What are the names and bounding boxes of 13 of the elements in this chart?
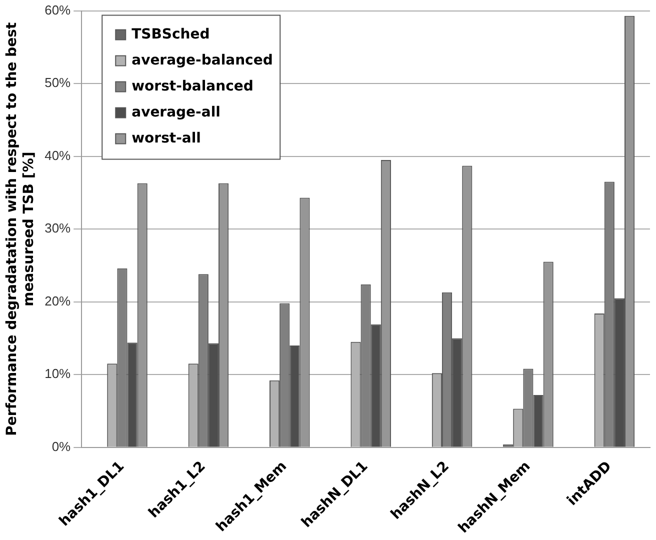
y-axis-title: Performance degradatation with respect to the best measureed TSB [%] [4, 22, 37, 436]
y-tick-label: 60% [44, 2, 72, 18]
y-tick-label: 20% [44, 293, 72, 308]
legend-label: average-balanced [132, 52, 273, 68]
y-tick-label: 0% [52, 438, 72, 454]
legend-label: TSBSched [132, 26, 210, 42]
y-tick-label: 50% [44, 75, 72, 90]
y-tick-label: 10% [44, 366, 72, 382]
legend-label: average-all [132, 104, 220, 120]
legend-label: worst-balanced [132, 78, 254, 94]
y-tick-label: 40% [44, 148, 72, 163]
y-tick-label: 30% [44, 220, 72, 236]
legend-label: worst-all [132, 130, 201, 146]
